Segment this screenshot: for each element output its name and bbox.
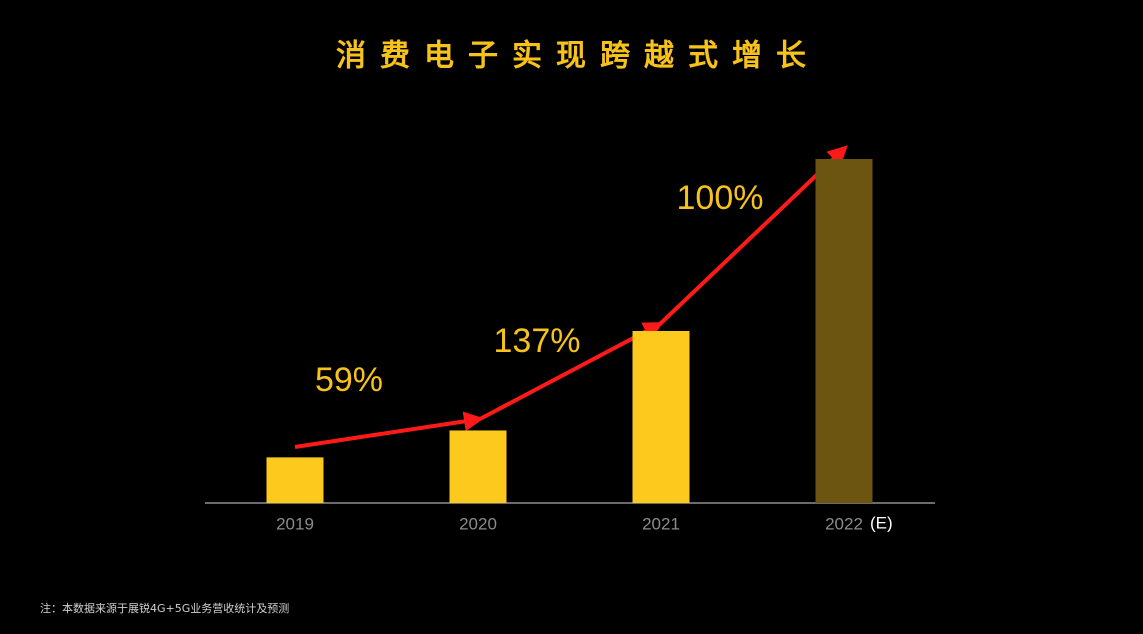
bar: [449, 430, 507, 503]
bar: [815, 158, 873, 504]
footnote: 注：本数据来源于展锐4G+5G业务营收统计及预测: [40, 601, 289, 615]
x-tick-label: 2022: [825, 514, 863, 533]
trend-arrow: [294, 145, 848, 449]
growth-label: 137%: [494, 322, 581, 360]
x-tick-label: 2019: [276, 514, 314, 533]
bar: [632, 330, 690, 503]
bar: [266, 457, 324, 503]
estimate-label: (E): [870, 513, 893, 532]
chart-title: 消费电子实现跨越式增长: [336, 39, 820, 74]
growth-label: 59%: [315, 361, 383, 399]
x-tick-label: 2021: [642, 514, 680, 533]
x-tick-label: 2020: [459, 514, 497, 533]
growth-label: 100%: [677, 179, 764, 217]
